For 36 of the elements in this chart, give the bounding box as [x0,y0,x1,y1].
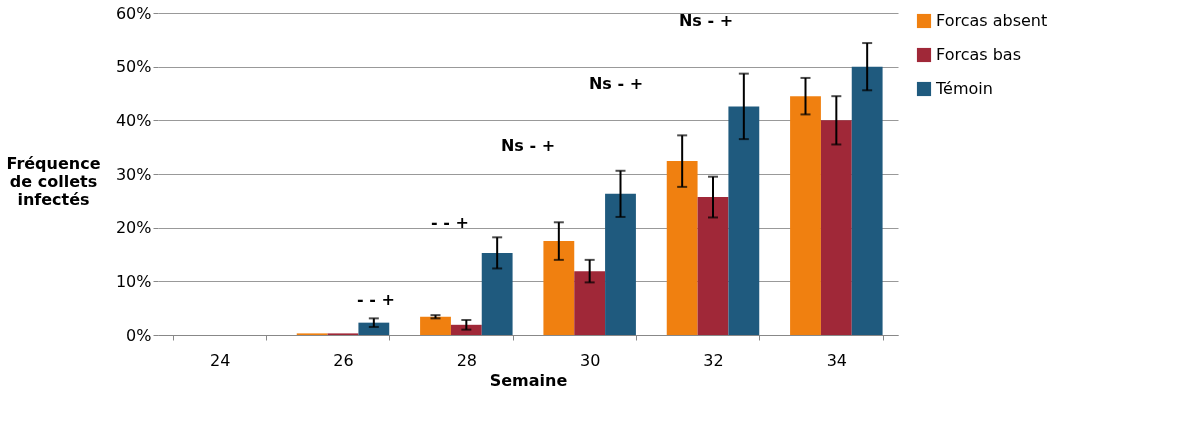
x-tick-label: 34 [826,350,848,370]
bar [420,316,451,335]
legend-label: Témoin [935,79,993,98]
y-tick-label: 50% [115,57,152,77]
y-tick-label: 20% [115,218,152,238]
bar [605,193,636,335]
bar [450,324,482,335]
x-tick-label: 32 [703,350,724,370]
bar [728,106,760,335]
x-tick-label: 28 [456,350,478,370]
annotation: - - + [357,290,395,309]
bar [851,66,883,335]
y-tick-label: 40% [115,110,152,130]
y-tick-label: 30% [115,164,152,184]
y-tick-label: 10% [115,271,152,291]
y-tick-label: 0% [126,325,152,345]
bar [543,241,575,335]
bar [820,120,852,335]
x-tick-label: 26 [333,350,354,370]
bar [481,252,513,335]
annotation: Ns - + [678,11,734,30]
x-axis-title: Semaine [489,370,568,390]
annotation: Ns - + [588,74,644,93]
bar [666,161,698,335]
bar [358,322,390,335]
annotation: Ns - + [500,136,556,155]
legend-label: Forcas bas [936,45,1021,64]
bar [574,271,606,335]
legend-label: Forcas absent [936,11,1048,30]
y-axis-title: Fréquence de collets infectés [6,153,101,209]
x-tick-label: 30 [579,350,601,370]
y-tick-label: 60% [115,3,152,23]
x-tick-label: 24 [209,350,231,370]
annotation: - - + [431,213,469,232]
bar [790,96,821,335]
bar [697,197,729,335]
